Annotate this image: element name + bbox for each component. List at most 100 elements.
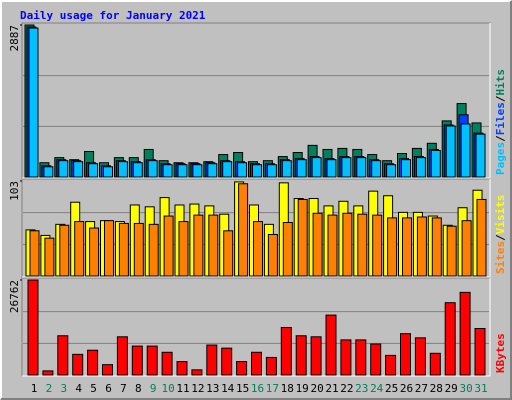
x-tick-label: 8 <box>135 382 142 395</box>
chart-title: Daily usage for January 2021 <box>20 9 206 22</box>
bar <box>146 345 158 376</box>
bar <box>311 157 322 178</box>
bar <box>355 339 367 376</box>
bar <box>88 163 99 178</box>
bar <box>461 220 472 277</box>
legend: Sites/Visits <box>494 195 507 275</box>
x-tick-label: 4 <box>75 382 82 395</box>
bar <box>445 125 456 178</box>
bar <box>222 161 233 178</box>
legend-entry: Sites <box>494 241 507 274</box>
panel-edge <box>22 23 491 179</box>
bar <box>312 212 323 277</box>
bar <box>147 160 158 178</box>
bar <box>131 345 143 376</box>
bar <box>342 212 353 277</box>
bar <box>72 353 84 376</box>
bar <box>402 217 412 277</box>
bar <box>193 214 204 277</box>
bar <box>162 164 173 178</box>
legend-separator: / <box>494 135 507 142</box>
bar <box>475 133 486 178</box>
bar <box>430 149 441 178</box>
legend-entry: Hits <box>494 69 507 96</box>
legend-entry: Files <box>494 102 507 135</box>
bar <box>474 328 486 376</box>
bar <box>176 361 188 376</box>
bar <box>58 160 69 178</box>
bar <box>372 214 383 277</box>
bar <box>118 222 129 277</box>
bar <box>371 160 382 178</box>
x-tick-label: 28 <box>430 382 443 395</box>
bar <box>236 361 248 376</box>
x-tick-label: 18 <box>281 382 294 395</box>
x-tick-label: 27 <box>415 382 428 395</box>
x-tick-label: 16 <box>251 382 264 395</box>
bar <box>327 214 338 277</box>
bar <box>28 27 39 178</box>
bar <box>251 351 262 376</box>
bar <box>431 217 442 277</box>
bar <box>44 237 55 277</box>
bar <box>356 157 367 178</box>
bar <box>340 339 352 376</box>
bar <box>57 335 69 376</box>
bar <box>297 198 308 277</box>
bar <box>265 356 277 376</box>
y-tick-label: 26762 <box>8 280 21 313</box>
bar <box>385 354 397 376</box>
x-tick-label: 21 <box>325 382 338 395</box>
bar <box>252 164 262 178</box>
legend-separator: / <box>494 234 507 241</box>
x-tick-label: 5 <box>90 382 97 395</box>
x-tick-label: 15 <box>236 382 249 395</box>
x-tick-label: 30 <box>459 382 472 395</box>
bar <box>59 224 70 277</box>
x-tick-label: 11 <box>176 382 189 395</box>
bar <box>207 163 218 178</box>
bar <box>177 164 188 178</box>
bar <box>237 162 248 178</box>
x-tick-label: 26 <box>400 382 413 395</box>
x-tick-label: 9 <box>150 382 157 395</box>
bar <box>444 302 456 376</box>
legend-entry: KBytes <box>494 333 507 373</box>
bar <box>253 221 263 277</box>
bar <box>282 222 293 277</box>
bar <box>208 214 219 277</box>
bar <box>161 351 173 376</box>
bar <box>163 215 174 277</box>
x-tick-label: 12 <box>191 382 204 395</box>
x-tick-label: 17 <box>266 382 279 395</box>
bar <box>191 369 203 376</box>
x-tick-label: 6 <box>105 382 112 395</box>
bar <box>221 347 233 376</box>
x-tick-label: 20 <box>310 382 323 395</box>
bar <box>414 337 426 376</box>
x-tick-label: 2 <box>46 382 53 395</box>
bar <box>400 333 411 376</box>
bar <box>223 230 234 277</box>
bar <box>280 326 292 376</box>
bar <box>117 161 128 178</box>
legend: KBytes <box>494 333 507 373</box>
bar <box>446 225 457 277</box>
bar <box>73 161 84 178</box>
bar <box>429 352 441 376</box>
bar <box>295 335 307 376</box>
bar <box>74 221 85 277</box>
x-tick-label: 23 <box>355 382 368 395</box>
bar <box>266 164 277 178</box>
y-tick-label: 103 <box>8 181 21 201</box>
x-tick-label: 3 <box>60 382 67 395</box>
x-tick-label: 22 <box>340 382 353 395</box>
bar <box>370 343 382 376</box>
x-tick-label: 14 <box>221 382 235 395</box>
bar <box>29 230 40 277</box>
x-tick-label: 19 <box>296 382 309 395</box>
x-tick-label: 10 <box>161 382 174 395</box>
legend-separator: / <box>494 95 507 102</box>
panel-edge <box>22 179 491 278</box>
